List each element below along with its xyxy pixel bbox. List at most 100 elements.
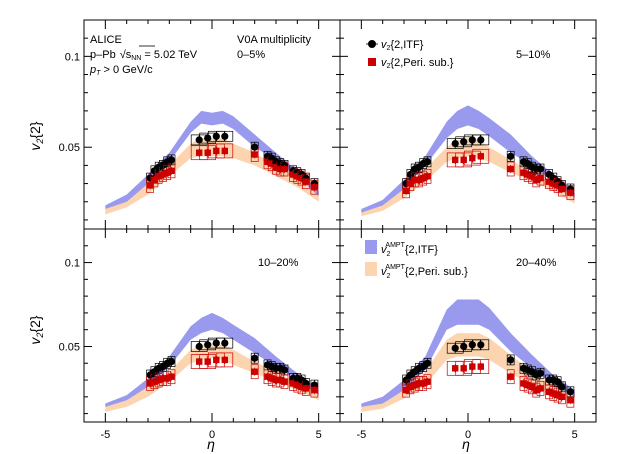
itf-point xyxy=(195,342,203,351)
peri-syst-box xyxy=(423,168,432,184)
legend-ampt: v2AMPT{2,ITF} v2AMPT{2,Peri. sub.} xyxy=(365,240,468,280)
itf-point xyxy=(251,354,259,362)
peri-point xyxy=(507,373,514,380)
itf-point xyxy=(212,339,220,347)
svg-text:v2{2}: v2{2} xyxy=(27,315,45,344)
itf-point xyxy=(221,132,229,140)
peri-point xyxy=(159,171,167,178)
itf-point xyxy=(402,376,410,384)
peri-point xyxy=(151,378,158,385)
peri-syst-box xyxy=(472,359,490,374)
legend-itf-label: v2{2,ITF} xyxy=(381,39,424,52)
peri-point xyxy=(558,393,566,400)
centrality-label: 10–20% xyxy=(258,257,299,269)
peri-point xyxy=(294,173,301,180)
peri-point xyxy=(537,385,544,392)
peri-point xyxy=(213,356,220,364)
peri-point xyxy=(164,169,171,176)
itf-point xyxy=(507,356,515,364)
peri-point xyxy=(477,153,484,160)
peri-syst-box xyxy=(506,161,515,177)
ampt-itf-band xyxy=(105,312,319,407)
peri-point xyxy=(528,173,536,180)
peri-point xyxy=(452,365,459,372)
peri-point xyxy=(146,380,154,387)
peri-point xyxy=(554,391,561,399)
legend-ampt-peri-label: v2AMPT{2,Peri. sub.} xyxy=(381,264,468,280)
peri-point xyxy=(302,178,310,185)
itf-point xyxy=(536,369,545,377)
y-tick-label: 0.1 xyxy=(65,258,80,270)
centrality-label: 0–5% xyxy=(237,49,265,61)
itf-point xyxy=(566,388,575,396)
peri-point xyxy=(452,156,459,164)
peri-point xyxy=(146,182,154,189)
peri-point xyxy=(554,182,561,189)
peri-syst-box xyxy=(528,379,536,395)
peri-point xyxy=(281,165,288,173)
peri-point xyxy=(524,381,531,389)
peri-point xyxy=(415,176,423,184)
peri-point xyxy=(272,376,280,384)
itf-point xyxy=(451,344,459,352)
itf-point xyxy=(477,341,485,349)
peri-point xyxy=(415,380,423,387)
y-tick-label: 0.1 xyxy=(65,51,80,63)
peri-point xyxy=(294,381,301,389)
peri-point xyxy=(520,169,527,176)
peri-point xyxy=(520,380,527,387)
itf-point xyxy=(167,358,176,366)
legend-peri-marker xyxy=(368,58,376,66)
peri-point xyxy=(420,380,427,387)
panels-layer: 0.05 0.1 0–5% 5–10% 0.05 0.1 -5 0 5 10–20% -5 0 5 20–… xyxy=(59,19,597,441)
legend-ampt-itf-swatch xyxy=(365,240,377,254)
x-tick-label: 5 xyxy=(316,429,322,441)
itf-point xyxy=(468,136,476,144)
peri-point xyxy=(424,378,431,385)
peri-syst-box xyxy=(216,143,234,159)
peri-point xyxy=(168,373,175,380)
x-tick-label: 0 xyxy=(209,429,215,441)
panel-4: -5 0 5 20–40% xyxy=(339,228,597,441)
svg-text:v2{2}: v2{2} xyxy=(27,121,45,150)
ampt-itf-band xyxy=(361,299,575,407)
peri-point xyxy=(164,375,171,382)
peri-point xyxy=(545,388,553,395)
peri-point xyxy=(277,165,284,173)
itf-point xyxy=(221,339,229,347)
peri-point xyxy=(420,174,427,182)
peri-point xyxy=(558,185,566,193)
peri-point xyxy=(298,174,305,182)
peri-point xyxy=(311,386,318,394)
itf-point xyxy=(468,341,476,349)
itf-point xyxy=(280,366,289,374)
peri-point xyxy=(251,368,258,375)
peri-point xyxy=(469,154,476,162)
itf-point xyxy=(204,341,212,349)
peri-point xyxy=(533,176,540,184)
peri-point xyxy=(402,386,410,394)
peri-point xyxy=(196,149,203,156)
peri-point xyxy=(281,378,288,385)
experiment-annotation: ALICE p–Pb √sNN = 5.02 TeV pT > 0 GeV/c V… xyxy=(89,34,311,77)
x-tick-label: -5 xyxy=(356,429,366,441)
peri-point xyxy=(411,381,418,389)
peri-point xyxy=(302,385,310,392)
itf-point xyxy=(451,140,459,148)
peri-point xyxy=(221,356,228,364)
ampt-peri-band xyxy=(105,343,319,412)
peri-point xyxy=(567,397,574,404)
peri-syst-box xyxy=(423,374,432,390)
peri-point xyxy=(477,363,484,370)
itf-point xyxy=(212,132,220,140)
peri-point xyxy=(469,363,476,370)
itf-point xyxy=(536,165,545,173)
y-tick-label: 0.05 xyxy=(59,142,80,154)
y-tick-label: 0.05 xyxy=(59,341,80,353)
peri-point xyxy=(424,173,431,180)
legend-ampt-itf-label: v2AMPT{2,ITF} xyxy=(381,242,438,258)
peri-point xyxy=(298,383,305,390)
peri-point xyxy=(311,184,318,191)
peri-point xyxy=(402,187,410,194)
ampt-itf-band xyxy=(361,105,575,213)
